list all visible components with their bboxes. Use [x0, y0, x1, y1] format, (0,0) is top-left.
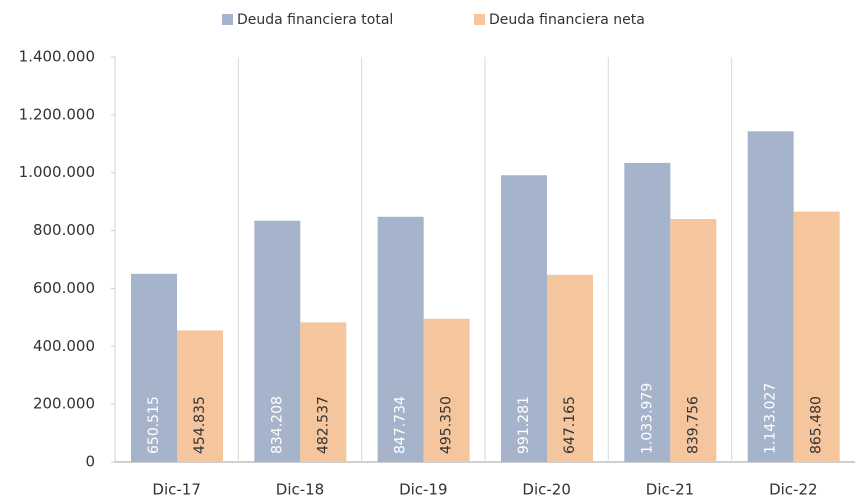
legend-label: Deuda financiera neta [489, 12, 645, 28]
y-tick-label: 0 [85, 453, 95, 471]
y-tick-label: 1.000.000 [19, 163, 95, 181]
value-label: 650.515 [146, 396, 162, 454]
x-tick-label: Dic-19 [399, 481, 447, 499]
y-tick-label: 1.200.000 [19, 105, 95, 123]
bar [747, 131, 794, 462]
bar [501, 175, 547, 462]
legend-label: Deuda financiera total [237, 12, 393, 28]
y-tick-label: 200.000 [33, 395, 95, 413]
x-tick-label: Dic-18 [276, 481, 324, 499]
value-label: 1.143.027 [763, 383, 779, 454]
bar [624, 162, 671, 462]
legend-swatch [474, 14, 485, 25]
bar [177, 330, 223, 462]
value-label: 482.537 [315, 396, 331, 454]
bar [377, 216, 424, 462]
value-label: 495.350 [439, 396, 455, 454]
value-label: 834.208 [269, 396, 285, 454]
y-tick-label: 800.000 [33, 221, 95, 239]
value-label: 1.033.979 [639, 383, 655, 454]
value-label: 647.165 [562, 396, 578, 454]
value-label: 847.734 [393, 396, 409, 454]
bar [793, 211, 840, 462]
y-tick-label: 600.000 [33, 279, 95, 297]
legend-swatch [222, 14, 233, 25]
bar [131, 273, 177, 462]
value-label: 991.281 [516, 396, 532, 454]
y-tick-label: 400.000 [33, 337, 95, 355]
x-tick-label: Dic-21 [646, 481, 694, 499]
bar [254, 220, 301, 462]
bar [423, 318, 470, 462]
x-tick-label: Dic-22 [769, 481, 817, 499]
bar [300, 322, 347, 462]
x-tick-label: Dic-17 [152, 481, 200, 499]
value-label: 865.480 [809, 396, 825, 454]
x-tick-label: Dic-20 [522, 481, 570, 499]
value-label: 839.756 [685, 396, 701, 454]
value-label: 454.835 [192, 396, 208, 454]
bar [670, 219, 717, 462]
bar [547, 274, 593, 462]
y-tick-label: 1.400.000 [19, 48, 95, 66]
